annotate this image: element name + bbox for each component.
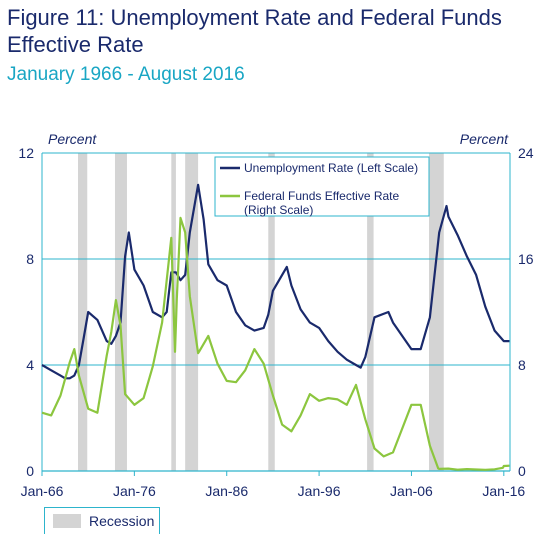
x-tick-label: Jan-96	[298, 483, 341, 499]
recession-legend: Recession	[44, 507, 160, 534]
recession-swatch	[53, 514, 81, 528]
chart-title: Figure 11: Unemployment Rate and Federal…	[7, 5, 502, 57]
y-left-tick-label: 12	[18, 145, 34, 161]
x-tick-label: Jan-06	[390, 483, 433, 499]
recession-legend-label: Recession	[89, 513, 155, 529]
y-right-tick-label: 8	[518, 357, 526, 373]
chart: Jan-66 Jan-76 Jan-86 Jan-96 Jan-06 Jan-16 0 4 8 1…	[18, 131, 534, 499]
x-tick-label: Jan-86	[205, 483, 248, 499]
legend-label: (Right Scale)	[244, 203, 313, 217]
recession-band	[367, 153, 374, 471]
legend-label: Unemployment Rate (Left Scale)	[244, 161, 418, 175]
y-left-tick-label: 8	[26, 251, 34, 267]
chart-subtitle: January 1966 - August 2016	[7, 64, 245, 85]
y-left-tick-label: 0	[26, 463, 34, 479]
y-right-tick-label: 0	[518, 463, 526, 479]
y-right-tick-label: 24	[518, 145, 534, 161]
x-tick-label: Jan-16	[482, 483, 525, 499]
y-right-axis-label: Percent	[460, 131, 509, 147]
y-left-tick-label: 4	[26, 357, 34, 373]
fedfunds-line	[41, 216, 510, 471]
legend-label: Federal Funds Effective Rate	[244, 189, 400, 203]
y-left-axis-label: Percent	[48, 131, 97, 147]
recession-band	[268, 153, 275, 471]
x-tick-label: Jan-66	[21, 483, 64, 499]
series-legend	[214, 156, 430, 217]
x-tick-label: Jan-76	[113, 483, 156, 499]
recession-band	[78, 153, 88, 471]
y-right-tick-label: 16	[518, 251, 534, 267]
